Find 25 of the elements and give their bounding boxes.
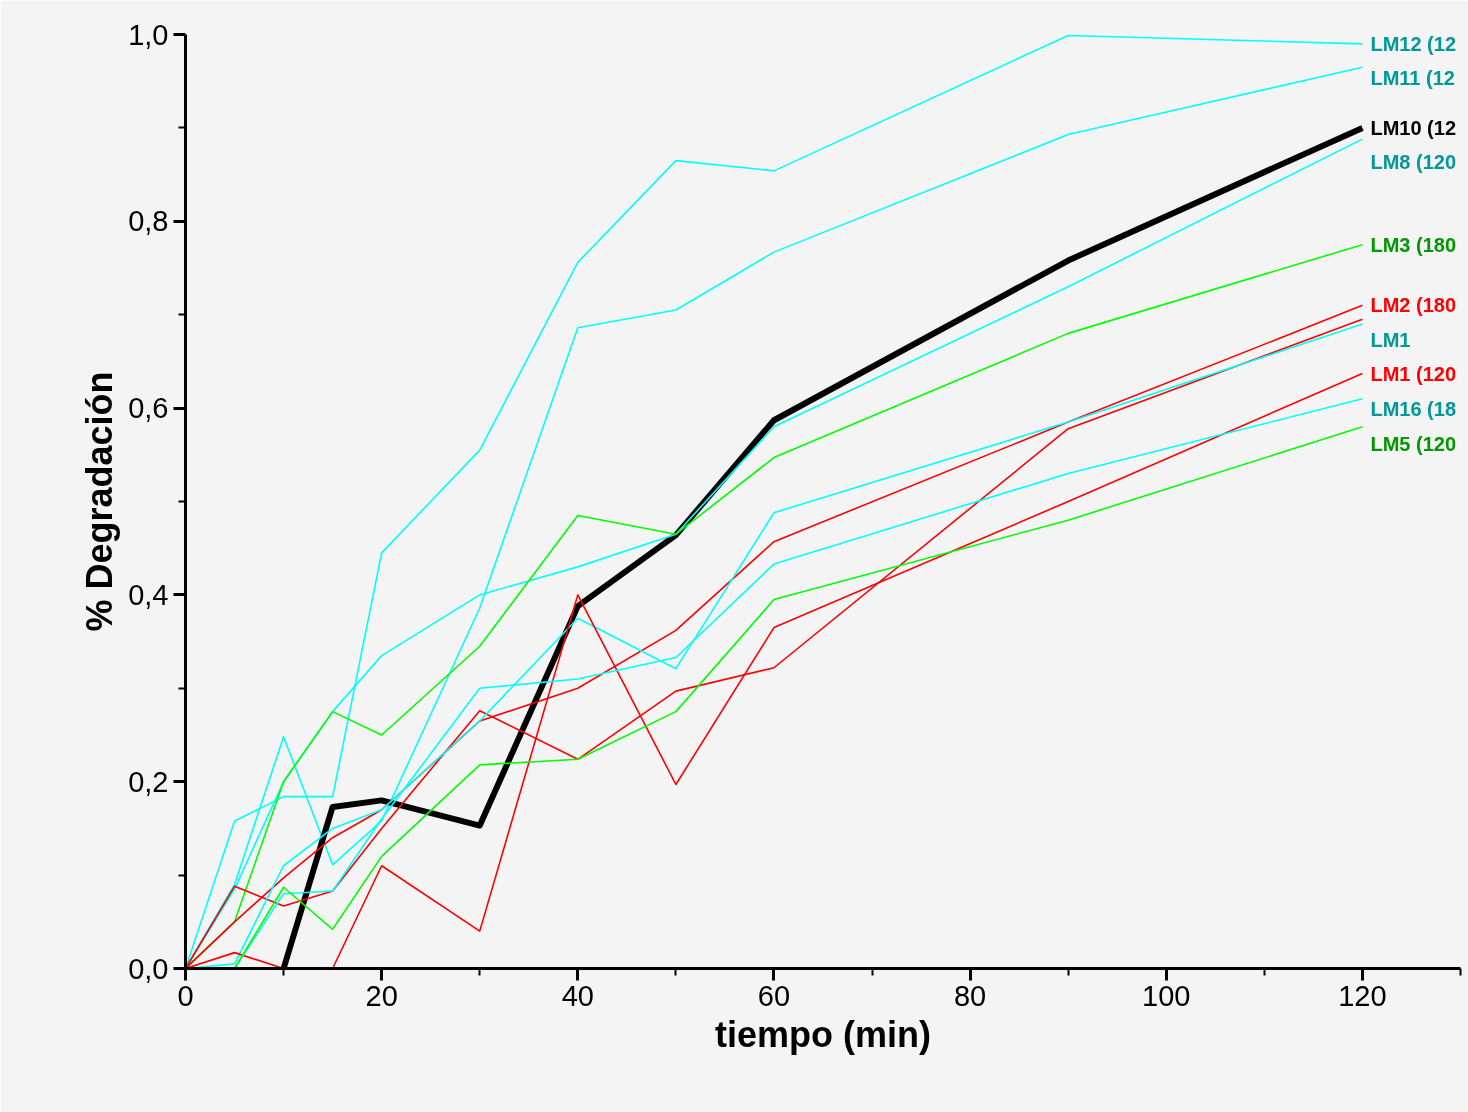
x-tick-label: 60 (757, 979, 791, 1012)
series-label: LM1 (1370, 328, 1411, 351)
x-tick-label: 40 (561, 979, 594, 1012)
series-label: LM8 (120 (1370, 151, 1457, 174)
y-tick-label: 1,0 (128, 18, 169, 51)
series-label: LM2 (180 (1370, 294, 1457, 317)
y-tick-label: 0,4 (128, 578, 169, 611)
series-label: LM11 (12 (1370, 67, 1455, 90)
x-tick-label: 120 (1338, 979, 1387, 1012)
y-axis-title: % Degradación (79, 371, 121, 632)
y-tick-label: 0,0 (128, 952, 169, 985)
y-tick-label: 0,6 (128, 392, 169, 425)
x-tick-label: 20 (365, 979, 398, 1012)
series-label: LM12 (12 (1370, 32, 1457, 55)
x-tick-label: 0 (177, 979, 194, 1012)
series-label: LM5 (120 (1370, 432, 1457, 455)
y-tick-label: 0,2 (128, 765, 169, 798)
series-label: LM16 (18 (1370, 398, 1457, 421)
x-tick-label: 80 (953, 979, 987, 1012)
y-tick-label: 0,8 (128, 205, 169, 238)
x-tick-label: 100 (1142, 979, 1191, 1012)
series-label: LM10 (12 (1370, 116, 1457, 139)
x-axis-title: tiempo (min) (715, 1013, 931, 1055)
series-label: LM1 (120 (1370, 363, 1457, 386)
series-label: LM3 (180 (1370, 233, 1457, 256)
